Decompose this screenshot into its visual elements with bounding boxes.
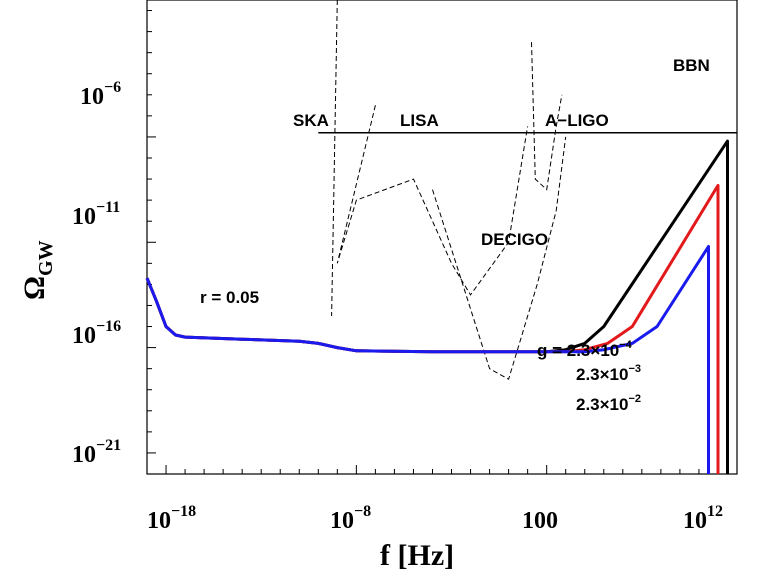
y-tick-label: 10−16 <box>72 318 121 349</box>
lisa-label: LISA <box>400 111 439 130</box>
plot-frame <box>146 0 738 475</box>
r-annotation: r = 0.05 <box>200 288 259 307</box>
y-tick-label: 10−11 <box>72 199 120 230</box>
y-tick-label: 10−21 <box>72 437 121 468</box>
series-line-3 <box>145 245 710 474</box>
series-lines <box>145 139 729 474</box>
x-tick-label: 1012 <box>683 503 723 534</box>
y-tick-label: 10−6 <box>80 79 121 110</box>
ska-label: SKA <box>293 111 329 130</box>
series-line-2 <box>145 183 720 474</box>
g-annotation-2: 2.3×10−3 <box>576 363 641 384</box>
sensitivity-curve-decigo <box>432 136 567 380</box>
g-annotation-1: g = 2.3×10−4 <box>537 339 633 360</box>
sensitivity-curve-lisa <box>336 105 529 296</box>
bbn-label: BBN <box>673 56 710 75</box>
x-tick-label: 100 <box>522 508 558 534</box>
sensitivity-curve-ska <box>331 0 338 317</box>
x-axis-title: f [Hz] <box>380 539 454 572</box>
series-line-1 <box>145 139 729 474</box>
g-annotation-3: 2.3×10−2 <box>576 393 641 414</box>
decigo-label: DECIGO <box>481 230 548 249</box>
sensitivity-curves <box>331 0 567 380</box>
axis-ticks <box>146 10 738 475</box>
x-tick-label: 10−8 <box>330 503 371 534</box>
y-tick-labels: 10−6 10−11 10−16 10−21 <box>72 79 121 468</box>
x-tick-label: 10−18 <box>147 503 196 534</box>
x-tick-labels: 10−18 10−8 100 1012 <box>147 503 723 534</box>
aligo-label: A−LIGO <box>545 111 609 130</box>
y-axis-title: ΩGW <box>18 240 57 300</box>
